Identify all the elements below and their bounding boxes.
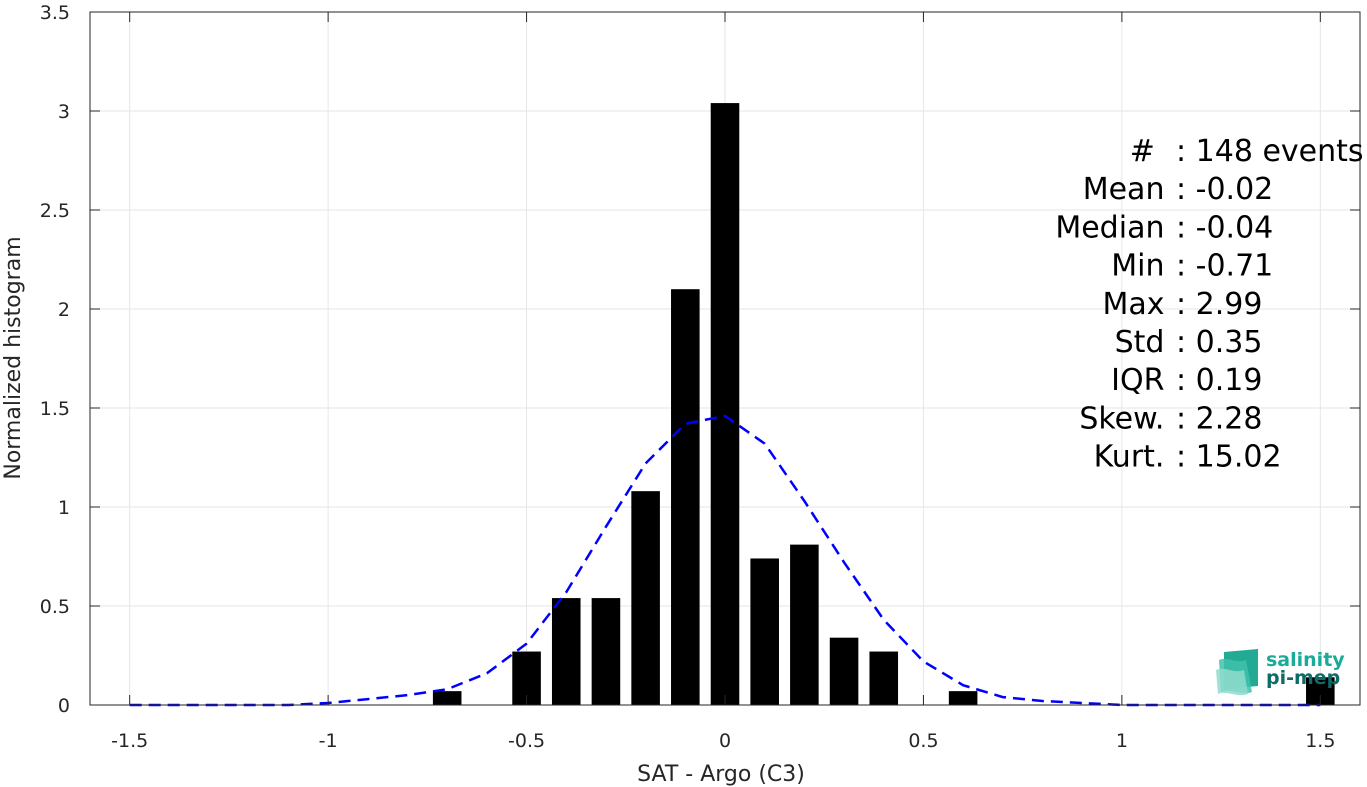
x-tick-labels: -1.5 -1 -0.5 0 0.5 1 1.5 [111,730,1335,752]
histogram-bar [432,691,462,705]
axis-ticks [90,11,1360,706]
x-tick-label: -1 [319,730,338,752]
y-tick-label: 0 [58,695,70,717]
stat-value: : 2.99 [1176,287,1262,322]
y-tick-label: 3 [58,101,70,123]
stat-label: # [1130,134,1174,169]
stat-label: Max [1102,287,1174,322]
stat-value: : 0.19 [1176,363,1262,398]
x-tick-label: -0.5 [508,730,545,752]
histogram-bar [869,651,899,705]
histogram-bar [671,289,700,705]
y-tick-label: 1.5 [40,398,70,420]
x-tick-label: -1.5 [111,730,148,752]
stat-value: : 15.02 [1176,440,1282,475]
histogram-bar [790,544,819,705]
logo-line2: pi-mep [1266,667,1340,689]
x-tick-label: 0 [719,730,731,752]
histogram-bar [948,691,978,705]
y-tick-label: 3.5 [40,2,70,24]
histogram-bar [829,637,859,705]
stat-label: Std [1115,325,1174,360]
y-tick-label: 0.5 [40,596,70,618]
salinity-pi-mep-logo: salinity pi-mep [1216,649,1345,696]
histogram-bar [591,598,621,705]
y-axis-label: Normalized histogram [1,236,26,479]
stat-label: Kurt. [1094,440,1174,475]
stat-label: Median [1055,210,1174,245]
stat-value: : -0.04 [1176,210,1273,245]
stat-value: : 0.35 [1176,325,1262,360]
stat-value: : 148 events [1176,134,1364,169]
stat-value: : 2.28 [1176,401,1262,436]
y-tick-labels: 0 0.5 1 1.5 2 2.5 3 3.5 [40,2,70,717]
normal-fit-curve [129,414,1321,707]
y-tick-label: 1 [58,497,70,519]
stat-value: : -0.71 [1176,249,1273,284]
stat-value: : -0.02 [1176,172,1273,207]
x-axis-label: SAT - Argo (C3) [637,762,805,787]
logo-waves-icon [1216,649,1258,696]
histogram-bar [710,103,740,705]
histogram-bar [551,598,581,705]
x-tick-label: 0.5 [908,730,938,752]
stat-label: Min [1111,249,1174,284]
histogram-bar [750,558,779,705]
stat-label: IQR [1111,363,1174,398]
x-tick-label: 1 [1116,730,1128,752]
y-tick-label: 2.5 [40,200,70,222]
y-tick-label: 2 [58,299,70,321]
logo-line1: salinity [1266,649,1345,671]
histogram-bar [631,491,660,705]
x-tick-label: 1.5 [1305,730,1335,752]
histogram-bars [432,103,1335,705]
stat-label: Skew. [1079,401,1174,436]
stat-label: Mean [1083,172,1174,207]
